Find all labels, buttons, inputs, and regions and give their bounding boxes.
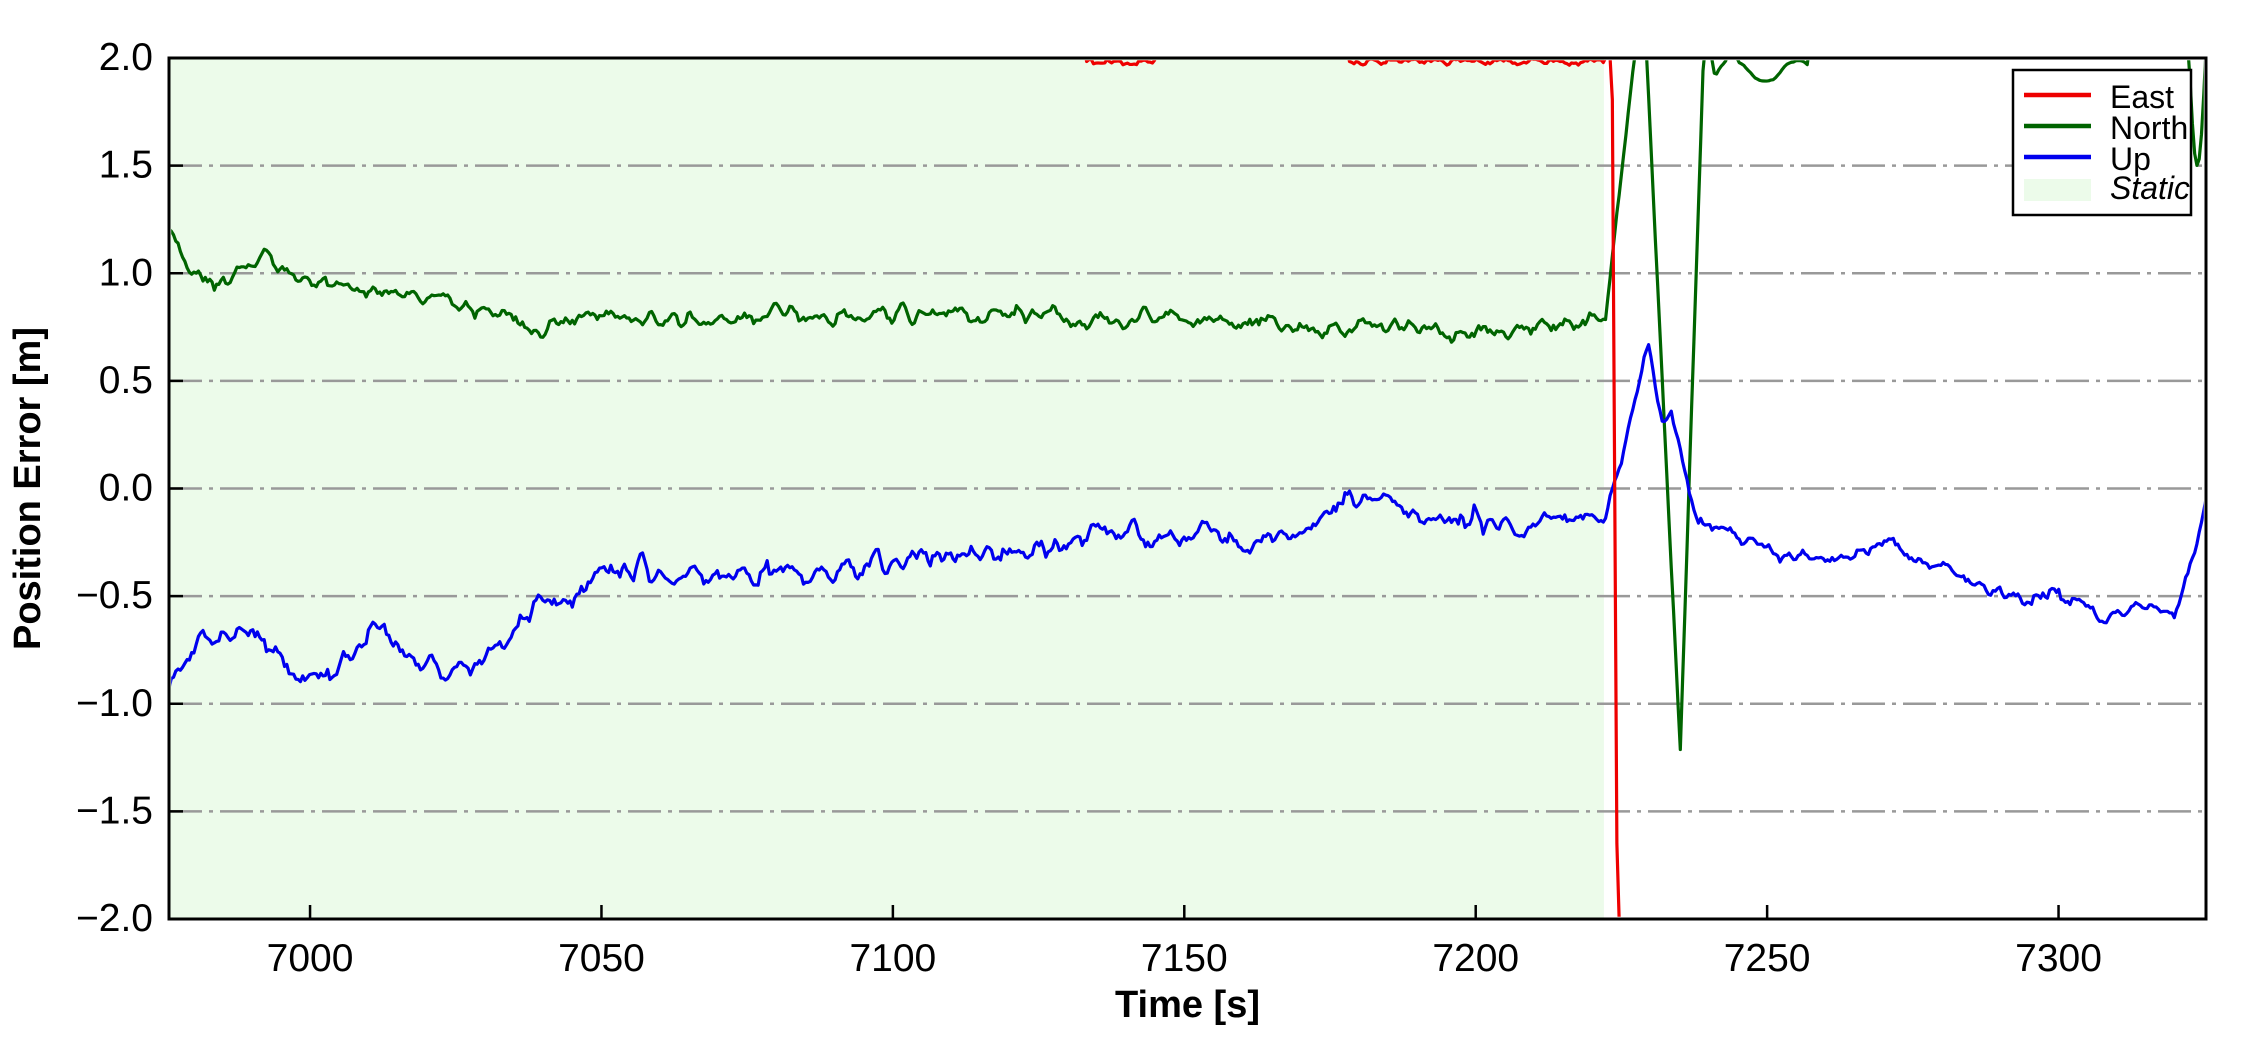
- svg-text:7000: 7000: [267, 937, 354, 980]
- svg-text:−2.0: −2.0: [76, 897, 153, 940]
- svg-text:1.0: 1.0: [99, 251, 153, 294]
- svg-text:7300: 7300: [2015, 937, 2102, 980]
- svg-text:7150: 7150: [1141, 937, 1228, 980]
- svg-text:−0.5: −0.5: [76, 574, 153, 617]
- svg-text:0.0: 0.0: [99, 467, 153, 510]
- svg-text:7100: 7100: [849, 937, 936, 980]
- svg-text:7250: 7250: [1724, 937, 1811, 980]
- svg-text:0.5: 0.5: [99, 359, 153, 402]
- svg-text:Static: Static: [2110, 170, 2190, 206]
- svg-text:2.0: 2.0: [99, 36, 153, 79]
- svg-text:−1.0: −1.0: [76, 682, 153, 725]
- svg-text:Position Error [m]: Position Error [m]: [7, 327, 49, 650]
- svg-text:1.5: 1.5: [99, 144, 153, 187]
- svg-text:7050: 7050: [558, 937, 645, 980]
- svg-text:7200: 7200: [1432, 937, 1519, 980]
- svg-text:Time [s]: Time [s]: [1115, 984, 1260, 1026]
- svg-text:−1.5: −1.5: [76, 789, 153, 832]
